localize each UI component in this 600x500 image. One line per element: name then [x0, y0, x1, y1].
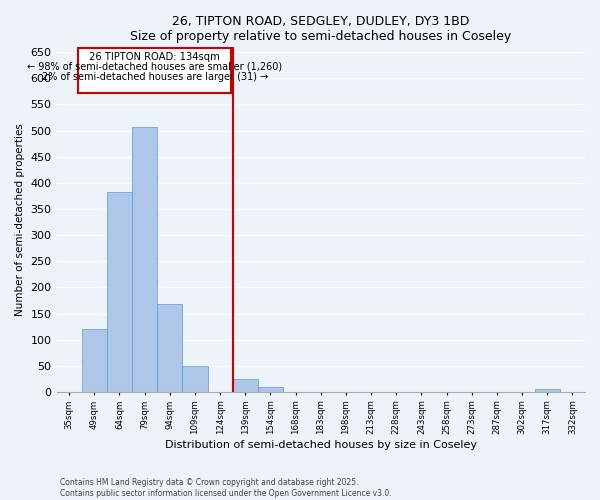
- Text: Contains HM Land Registry data © Crown copyright and database right 2025.
Contai: Contains HM Land Registry data © Crown c…: [60, 478, 392, 498]
- Text: ← 98% of semi-detached houses are smaller (1,260): ← 98% of semi-detached houses are smalle…: [27, 62, 282, 72]
- Bar: [132, 127, 157, 392]
- Text: 26 TIPTON ROAD: 134sqm: 26 TIPTON ROAD: 134sqm: [89, 52, 220, 62]
- Title: 26, TIPTON ROAD, SEDGLEY, DUDLEY, DY3 1BD
Size of property relative to semi-deta: 26, TIPTON ROAD, SEDGLEY, DUDLEY, DY3 1B…: [130, 15, 511, 43]
- FancyBboxPatch shape: [78, 48, 232, 93]
- Bar: [258, 386, 283, 392]
- X-axis label: Distribution of semi-detached houses by size in Coseley: Distribution of semi-detached houses by …: [165, 440, 477, 450]
- Text: 2% of semi-detached houses are larger (31) →: 2% of semi-detached houses are larger (3…: [41, 72, 268, 82]
- Bar: [157, 304, 182, 392]
- Bar: [107, 192, 132, 392]
- Bar: [182, 366, 208, 392]
- Bar: [535, 390, 560, 392]
- Y-axis label: Number of semi-detached properties: Number of semi-detached properties: [15, 123, 25, 316]
- Bar: [82, 329, 107, 392]
- Bar: [233, 379, 258, 392]
